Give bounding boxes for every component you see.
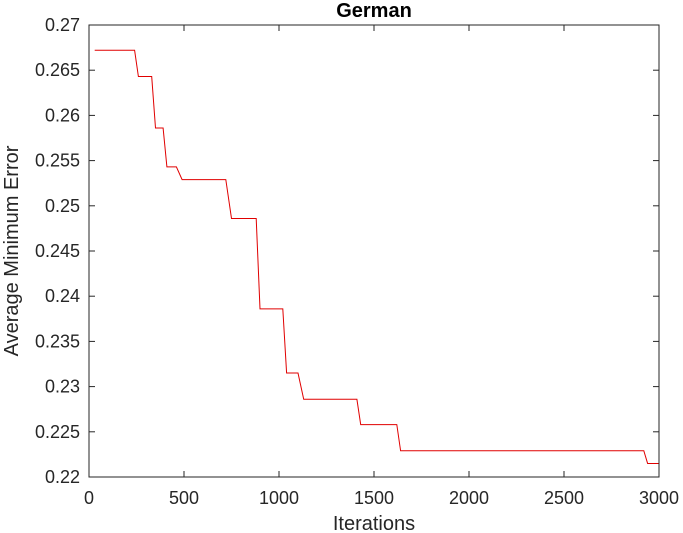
x-tick-label: 1500 xyxy=(354,488,394,508)
y-tick-label: 0.255 xyxy=(35,151,80,171)
y-tick-label: 0.24 xyxy=(45,286,80,306)
y-tick-label: 0.23 xyxy=(45,377,80,397)
y-tick-label: 0.235 xyxy=(35,331,80,351)
x-tick-label: 1000 xyxy=(259,488,299,508)
y-axis-label: Average Minimum Error xyxy=(1,145,23,356)
y-tick-label: 0.245 xyxy=(35,241,80,261)
x-tick-label: 3000 xyxy=(639,488,679,508)
x-tick-label: 0 xyxy=(84,488,94,508)
y-axis: 0.22 0.225 0.23 0.235 0.24 0.245 0.25 0.255 0.26… xyxy=(35,15,659,487)
y-tick-label: 0.265 xyxy=(35,60,80,80)
x-tick-label: 2000 xyxy=(449,488,489,508)
series-line-0 xyxy=(94,49,659,464)
plot-frame xyxy=(88,24,660,478)
x-axis-label: Iterations xyxy=(333,513,415,533)
x-tick-label: 500 xyxy=(169,488,199,508)
y-tick-label: 0.22 xyxy=(45,467,80,487)
y-tick-label: 0.25 xyxy=(45,196,80,216)
y-tick-label: 0.225 xyxy=(35,422,80,442)
y-tick-label: 0.26 xyxy=(45,105,80,125)
plot-series xyxy=(94,49,659,464)
x-axis: 0 500 1000 1500 2000 2500 3000 xyxy=(84,25,679,508)
chart-title: German xyxy=(336,0,412,22)
x-tick-label: 2500 xyxy=(544,488,584,508)
y-tick-label: 0.27 xyxy=(45,15,80,35)
